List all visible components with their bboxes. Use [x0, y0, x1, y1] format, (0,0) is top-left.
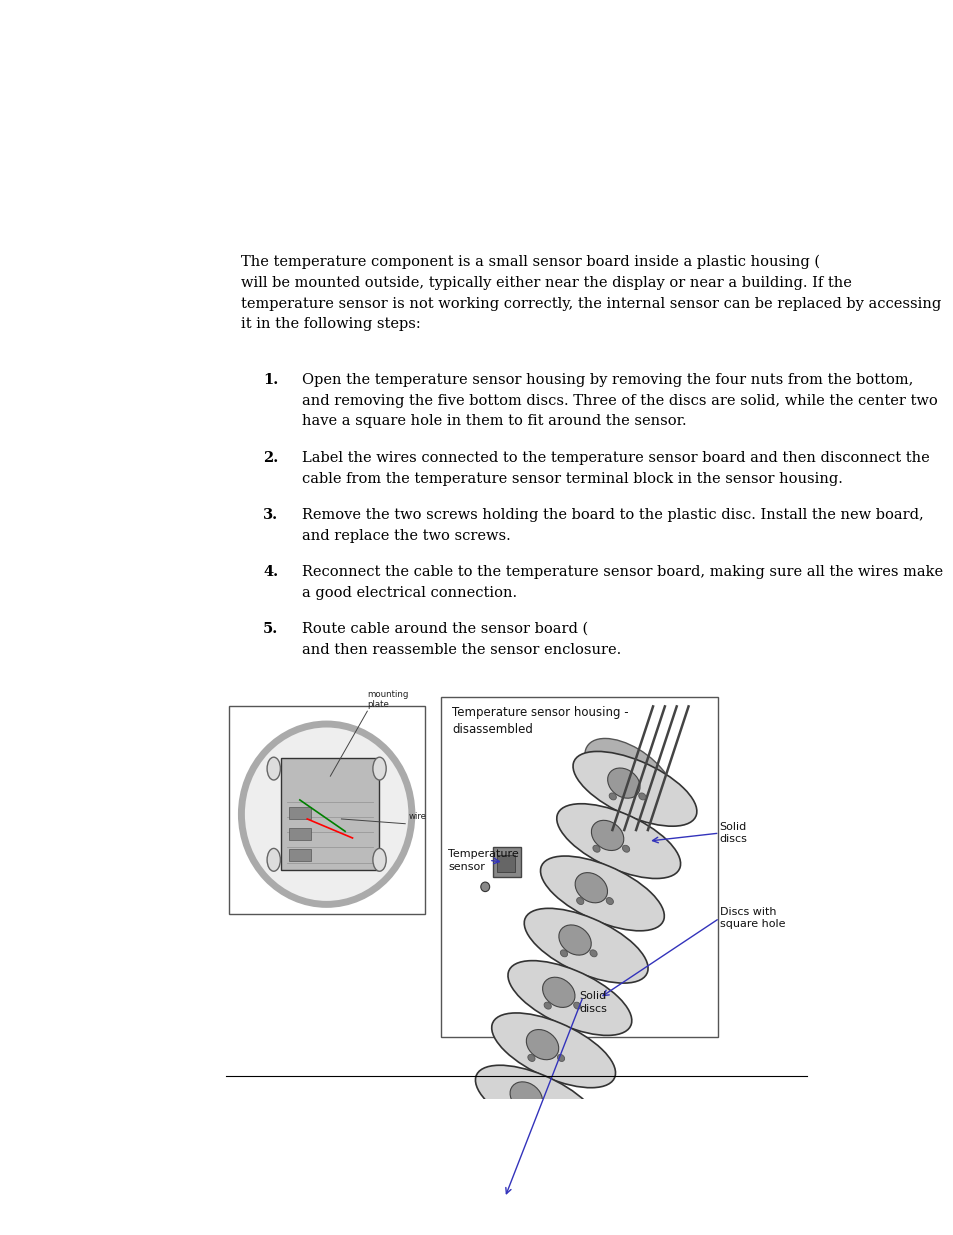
- Bar: [492, 847, 520, 877]
- Ellipse shape: [609, 793, 616, 800]
- Ellipse shape: [543, 1002, 551, 1009]
- Bar: [229, 706, 424, 914]
- Text: The temperature component is a small sensor board inside a plastic housing (: The temperature component is a small sen…: [241, 254, 820, 269]
- Bar: [289, 808, 311, 819]
- Ellipse shape: [508, 1212, 516, 1219]
- Ellipse shape: [480, 882, 489, 892]
- Text: mounting
plate: mounting plate: [367, 690, 408, 709]
- Ellipse shape: [475, 1066, 598, 1140]
- Ellipse shape: [540, 1107, 548, 1114]
- Ellipse shape: [524, 909, 647, 983]
- Text: Remove the two screws holding the board to the plastic disc. Install the new boa: Remove the two screws holding the board …: [301, 508, 923, 521]
- Ellipse shape: [495, 1160, 502, 1166]
- Ellipse shape: [507, 961, 631, 1035]
- Ellipse shape: [491, 1013, 615, 1088]
- Text: Temperature
sensor: Temperature sensor: [448, 850, 518, 872]
- Text: cable from the temperature sensor terminal block in the sensor housing.: cable from the temperature sensor termin…: [301, 472, 841, 485]
- Text: it in the following steps:: it in the following steps:: [241, 317, 420, 331]
- Text: and then reassemble the sensor enclosure.: and then reassemble the sensor enclosure…: [301, 642, 620, 657]
- Ellipse shape: [478, 1212, 486, 1219]
- Bar: [497, 855, 515, 872]
- Text: 4.: 4.: [263, 564, 278, 579]
- Ellipse shape: [526, 1030, 558, 1060]
- Ellipse shape: [527, 1055, 535, 1061]
- Ellipse shape: [542, 977, 575, 1008]
- Ellipse shape: [494, 1134, 526, 1165]
- Text: Temperature sensor housing -
disassembled: Temperature sensor housing - disassemble…: [452, 706, 628, 736]
- Ellipse shape: [592, 845, 599, 852]
- Text: Open the temperature sensor housing by removing the four nuts from the bottom,: Open the temperature sensor housing by r…: [301, 373, 912, 387]
- Bar: [289, 829, 311, 840]
- Text: Label the wires connected to the temperature sensor board and then disconnect th: Label the wires connected to the tempera…: [301, 451, 928, 464]
- Bar: [281, 758, 379, 871]
- Text: wire: wire: [409, 811, 427, 821]
- Bar: [440, 697, 718, 1037]
- Ellipse shape: [621, 845, 629, 852]
- Ellipse shape: [267, 848, 280, 871]
- Ellipse shape: [477, 1187, 510, 1216]
- Ellipse shape: [442, 1170, 566, 1235]
- Ellipse shape: [559, 950, 567, 957]
- Text: Route cable around the sensor board (: Route cable around the sensor board (: [301, 621, 587, 636]
- Ellipse shape: [589, 950, 597, 957]
- Text: Solid
discs: Solid discs: [719, 821, 747, 845]
- Text: 3.: 3.: [263, 508, 278, 521]
- Text: 1.: 1.: [263, 373, 278, 387]
- Text: Discs with
square hole: Discs with square hole: [719, 906, 784, 930]
- Ellipse shape: [241, 724, 412, 904]
- Text: 5.: 5.: [263, 621, 278, 636]
- Ellipse shape: [591, 820, 623, 851]
- Ellipse shape: [510, 1082, 542, 1112]
- Ellipse shape: [557, 804, 679, 878]
- Ellipse shape: [458, 1118, 582, 1192]
- Ellipse shape: [511, 1107, 518, 1114]
- Ellipse shape: [576, 898, 583, 904]
- Ellipse shape: [373, 848, 386, 871]
- Text: Reconnect the cable to the temperature sensor board, making sure all the wires m: Reconnect the cable to the temperature s…: [301, 564, 942, 579]
- Ellipse shape: [558, 925, 591, 955]
- Ellipse shape: [584, 739, 673, 811]
- Ellipse shape: [605, 898, 613, 904]
- Text: and replace the two screws.: and replace the two screws.: [301, 529, 510, 542]
- Ellipse shape: [524, 1160, 532, 1166]
- Ellipse shape: [557, 1055, 564, 1061]
- Bar: [289, 850, 311, 861]
- Ellipse shape: [573, 751, 696, 826]
- Ellipse shape: [573, 1002, 580, 1009]
- Ellipse shape: [373, 757, 386, 781]
- Text: 2.: 2.: [263, 451, 278, 464]
- Text: have a square hole in them to fit around the sensor.: have a square hole in them to fit around…: [301, 415, 686, 429]
- Text: temperature sensor is not working correctly, the internal sensor can be replaced: temperature sensor is not working correc…: [241, 296, 941, 310]
- Ellipse shape: [607, 768, 639, 798]
- Text: and removing the five bottom discs. Three of the discs are solid, while the cent: and removing the five bottom discs. Thre…: [301, 394, 937, 408]
- Ellipse shape: [575, 873, 607, 903]
- Text: will be mounted outside, typically either near the display or near a building. I: will be mounted outside, typically eithe…: [241, 275, 851, 290]
- Ellipse shape: [540, 856, 663, 931]
- Ellipse shape: [639, 793, 645, 800]
- Text: Solid
discs: Solid discs: [578, 992, 607, 1014]
- Ellipse shape: [267, 757, 280, 781]
- Text: a good electrical connection.: a good electrical connection.: [301, 585, 517, 600]
